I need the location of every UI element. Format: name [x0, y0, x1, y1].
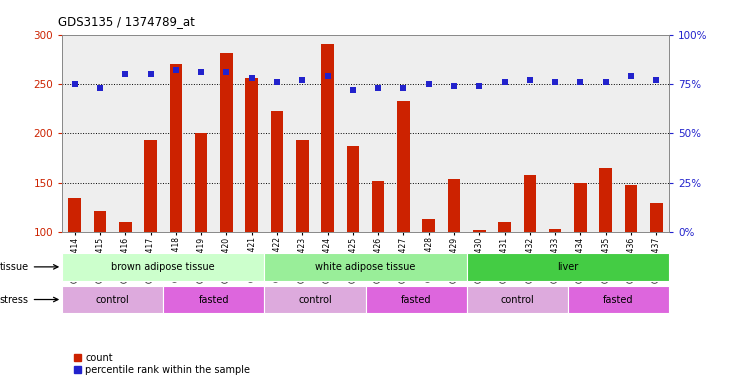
- Bar: [265, 286, 366, 313]
- Bar: [144, 141, 157, 232]
- Text: control: control: [96, 295, 129, 305]
- Bar: [346, 146, 359, 232]
- Bar: [423, 220, 435, 232]
- Point: [322, 73, 333, 79]
- Bar: [447, 179, 461, 232]
- Text: brown adipose tissue: brown adipose tissue: [111, 262, 215, 272]
- Point: [499, 79, 510, 85]
- Bar: [466, 286, 568, 313]
- Bar: [195, 134, 208, 232]
- Bar: [220, 53, 232, 232]
- Point: [625, 73, 637, 79]
- Point: [145, 71, 156, 77]
- Bar: [69, 198, 81, 232]
- Bar: [163, 286, 265, 313]
- Point: [69, 81, 80, 87]
- Text: fasted: fasted: [401, 295, 431, 305]
- Point: [575, 79, 586, 85]
- Point: [549, 79, 561, 85]
- Text: tissue: tissue: [0, 262, 58, 272]
- Bar: [624, 185, 637, 232]
- Bar: [549, 229, 561, 232]
- Point: [524, 77, 536, 83]
- Point: [94, 85, 106, 91]
- Point: [372, 85, 384, 91]
- Text: control: control: [298, 295, 332, 305]
- Bar: [94, 210, 107, 232]
- Bar: [372, 181, 385, 232]
- Bar: [599, 168, 612, 232]
- Point: [271, 79, 283, 85]
- Bar: [119, 222, 132, 232]
- Bar: [62, 286, 163, 313]
- Bar: [246, 78, 258, 232]
- Point: [448, 83, 460, 89]
- Point: [246, 75, 257, 81]
- Text: control: control: [500, 295, 534, 305]
- Point: [423, 81, 434, 87]
- Bar: [650, 203, 662, 232]
- Text: liver: liver: [557, 262, 578, 272]
- Text: fasted: fasted: [199, 295, 229, 305]
- Bar: [466, 253, 669, 281]
- Legend: count, percentile rank within the sample: count, percentile rank within the sample: [75, 353, 250, 375]
- Bar: [499, 222, 511, 232]
- Bar: [170, 64, 182, 232]
- Bar: [523, 175, 536, 232]
- Bar: [568, 286, 669, 313]
- Bar: [296, 141, 308, 232]
- Point: [651, 77, 662, 83]
- Bar: [270, 111, 284, 232]
- Text: GDS3135 / 1374789_at: GDS3135 / 1374789_at: [58, 15, 195, 28]
- Point: [347, 87, 359, 93]
- Point: [398, 85, 409, 91]
- Point: [297, 77, 308, 83]
- Bar: [397, 101, 410, 232]
- Point: [221, 69, 232, 75]
- Bar: [62, 253, 265, 281]
- Bar: [366, 286, 466, 313]
- Bar: [265, 253, 466, 281]
- Text: stress: stress: [0, 295, 58, 305]
- Point: [474, 83, 485, 89]
- Point: [195, 69, 207, 75]
- Text: white adipose tissue: white adipose tissue: [315, 262, 416, 272]
- Bar: [574, 183, 587, 232]
- Text: fasted: fasted: [603, 295, 634, 305]
- Bar: [473, 230, 485, 232]
- Point: [600, 79, 612, 85]
- Point: [170, 67, 182, 73]
- Point: [119, 71, 131, 77]
- Bar: [321, 45, 334, 232]
